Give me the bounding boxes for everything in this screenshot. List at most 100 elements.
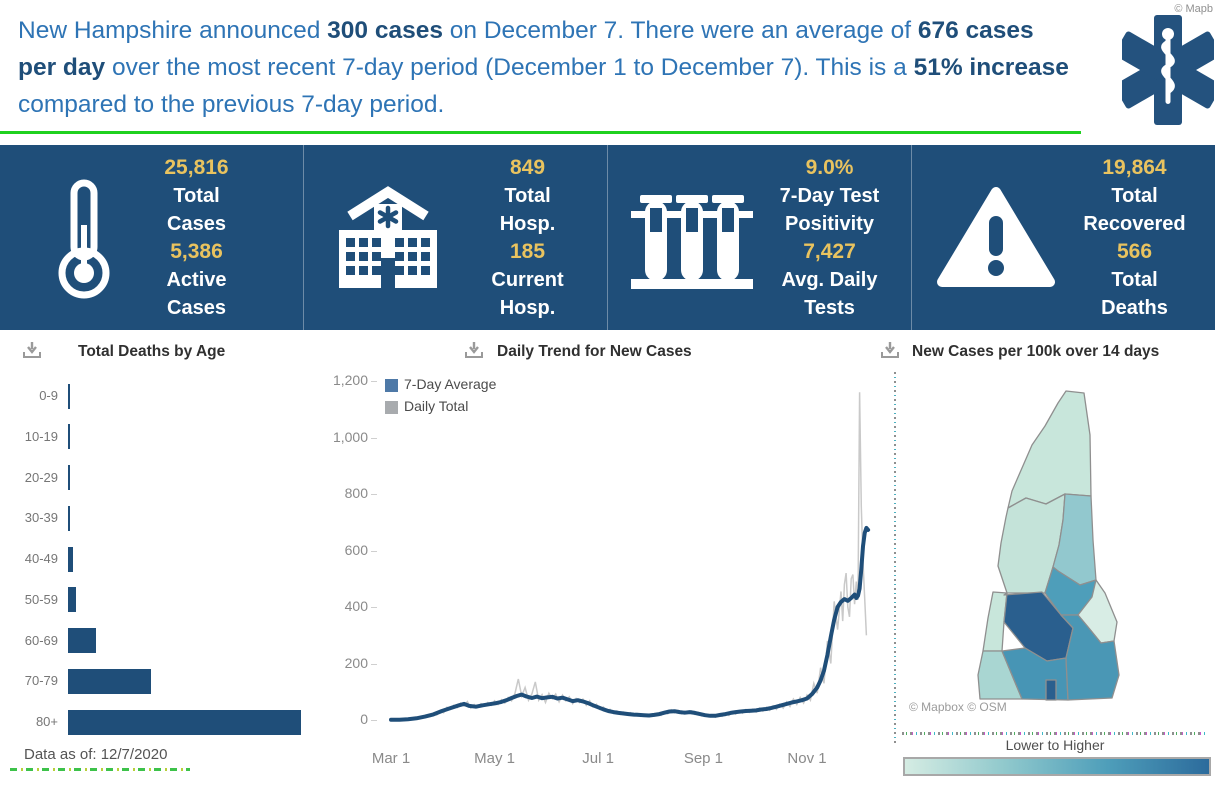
y-axis-tick-mark xyxy=(371,607,377,608)
age-group-label: 70-79 xyxy=(24,673,58,689)
deaths-chart-title: Total Deaths by Age xyxy=(78,343,226,360)
map-title: New Cases per 100k over 14 days xyxy=(912,343,1160,360)
deaths-bar[interactable] xyxy=(68,424,70,450)
stat-label: Total xyxy=(1111,268,1158,291)
daily-trend-chart: 7-Day Average Daily Total 0 200 400 600 800 1… xyxy=(330,335,895,788)
x-axis-tick: May 1 xyxy=(474,750,515,767)
deaths-bar[interactable] xyxy=(68,628,97,653)
stat-lines-deaths: 19,864 Total Recovered 566 Total Deaths xyxy=(1076,154,1194,322)
headline-summary: New Hampshire announced 300 cases on Dec… xyxy=(18,17,1069,118)
age-group-label: 60-69 xyxy=(24,632,58,648)
y-axis-tick-mark xyxy=(371,437,377,439)
data-as-of-note: Data as of: 12/7/2020 xyxy=(24,746,168,763)
footer-dashed-underline xyxy=(10,768,190,771)
map-dashed-divider xyxy=(902,732,1208,735)
y-axis-tick: 800 xyxy=(344,485,368,501)
deaths-bar[interactable] xyxy=(68,383,70,409)
thermometer-icon xyxy=(58,179,109,298)
new-hampshire-county-map[interactable] xyxy=(895,375,1135,710)
stats-banner: 25,816 Total Cases 5,386 Active Cases xyxy=(0,145,1215,330)
stat-value: 19,864 xyxy=(1102,155,1167,179)
stat-lines-cases: 25,816 Total Cases 5,386 Active Cases xyxy=(138,154,256,322)
map-attribution: © Mapbox © OSM xyxy=(909,700,1007,714)
stat-label: Active xyxy=(166,268,227,291)
stat-value: 5,386 xyxy=(170,239,223,263)
deaths-by-age-chart: 0-9 10-19 20-29 30-39 40-49 50-59 60-69 70-79 80… xyxy=(0,335,330,788)
stat-label: Current xyxy=(491,268,564,291)
stat-label: Tests xyxy=(804,296,855,319)
stat-label: Total xyxy=(504,184,551,207)
stat-label: Cases xyxy=(167,212,226,235)
stat-label: Hosp. xyxy=(499,212,556,235)
stat-label: Hosp. xyxy=(499,296,556,319)
hospital-icon xyxy=(338,185,437,288)
panel-separator xyxy=(894,372,896,745)
age-group-label: 40-49 xyxy=(24,551,58,566)
y-axis-tick: 0 xyxy=(360,711,368,727)
map-color-legend xyxy=(903,757,1211,776)
stat-value: 9.0% xyxy=(805,155,854,179)
y-axis-tick-mark xyxy=(371,494,377,495)
y-axis-tick: 200 xyxy=(344,654,368,671)
seven-day-average-line xyxy=(389,525,871,722)
stat-testing: 9.0% 7-Day Test Positivity 7,427 Avg. Daily T… xyxy=(607,145,911,330)
stat-label: Total xyxy=(1111,184,1158,207)
stat-hospitalizations: 849 Total Hosp. 185 Current Hosp. xyxy=(303,145,607,330)
stat-label: Recovered xyxy=(1083,212,1186,235)
y-axis-tick: 1,200 xyxy=(332,372,368,388)
y-axis-tick-mark xyxy=(371,381,377,382)
star-of-life-icon xyxy=(1122,15,1214,125)
legend-swatch-7day xyxy=(385,379,398,392)
download-icon[interactable] xyxy=(22,341,42,359)
x-axis-tick: Mar 1 xyxy=(371,750,411,767)
stat-label: 7-Day Test xyxy=(779,184,880,207)
stat-lines-hosp: 849 Total Hosp. 185 Current Hosp. xyxy=(469,154,587,322)
stat-recovered-deaths: 19,864 Total Recovered 566 Total Deaths xyxy=(911,145,1215,330)
header-underline xyxy=(0,131,1081,134)
y-axis-tick: 600 xyxy=(344,541,368,558)
deaths-bar[interactable] xyxy=(68,505,70,531)
county-rockingham[interactable] xyxy=(1060,614,1120,701)
county-cheshire[interactable] xyxy=(977,650,1023,700)
cases-map-panel: New Cases per 100k over 14 days © Mapbox… xyxy=(895,335,1215,788)
x-axis-tick: Jul 1 xyxy=(582,750,614,767)
age-group-label: 80+ xyxy=(35,714,58,729)
legend-label-7day: 7-Day Average xyxy=(404,376,497,392)
legend-swatch-daily xyxy=(385,401,398,414)
y-axis-tick-mark xyxy=(371,663,377,665)
deaths-bar[interactable] xyxy=(68,546,73,572)
download-icon[interactable] xyxy=(880,341,900,359)
x-axis-tick: Sep 1 xyxy=(683,750,724,767)
deaths-bar[interactable] xyxy=(68,587,76,613)
y-axis-tick: 1,000 xyxy=(332,428,368,445)
test-tubes-icon xyxy=(630,194,753,289)
trend-chart-title: Daily Trend for New Cases xyxy=(497,343,692,360)
stat-label: Avg. Daily xyxy=(781,268,878,291)
age-group-label: 10-19 xyxy=(24,428,58,444)
county-coos[interactable] xyxy=(1007,390,1092,509)
age-group-label: 0-9 xyxy=(39,388,58,403)
x-axis-tick: Nov 1 xyxy=(787,750,827,767)
y-axis-tick-mark xyxy=(371,550,377,552)
stat-value: 849 xyxy=(509,155,546,179)
stat-label: Cases xyxy=(167,296,226,319)
city-high-rate-area[interactable] xyxy=(1045,679,1057,701)
stat-value: 566 xyxy=(1116,239,1153,263)
deaths-bar[interactable] xyxy=(68,709,301,735)
map-legend-label: Lower to Higher xyxy=(1005,737,1105,753)
stat-lines-tests: 9.0% 7-Day Test Positivity 7,427 Avg. Daily T… xyxy=(771,154,889,322)
deaths-bar[interactable] xyxy=(68,668,152,694)
age-group-label: 30-39 xyxy=(24,510,58,526)
stat-label: Deaths xyxy=(1101,296,1168,319)
age-group-label: 50-59 xyxy=(24,591,58,607)
legend-label-daily: Daily Total xyxy=(404,398,469,414)
trend-plot[interactable] xyxy=(330,335,895,788)
stat-value: 7,427 xyxy=(803,239,856,263)
deaths-bar[interactable] xyxy=(68,465,70,490)
stat-label: Positivity xyxy=(785,212,874,235)
y-axis-tick: 400 xyxy=(344,598,368,614)
y-axis-tick-mark xyxy=(371,720,377,721)
stat-value: 185 xyxy=(509,239,546,263)
download-icon[interactable] xyxy=(464,341,484,359)
